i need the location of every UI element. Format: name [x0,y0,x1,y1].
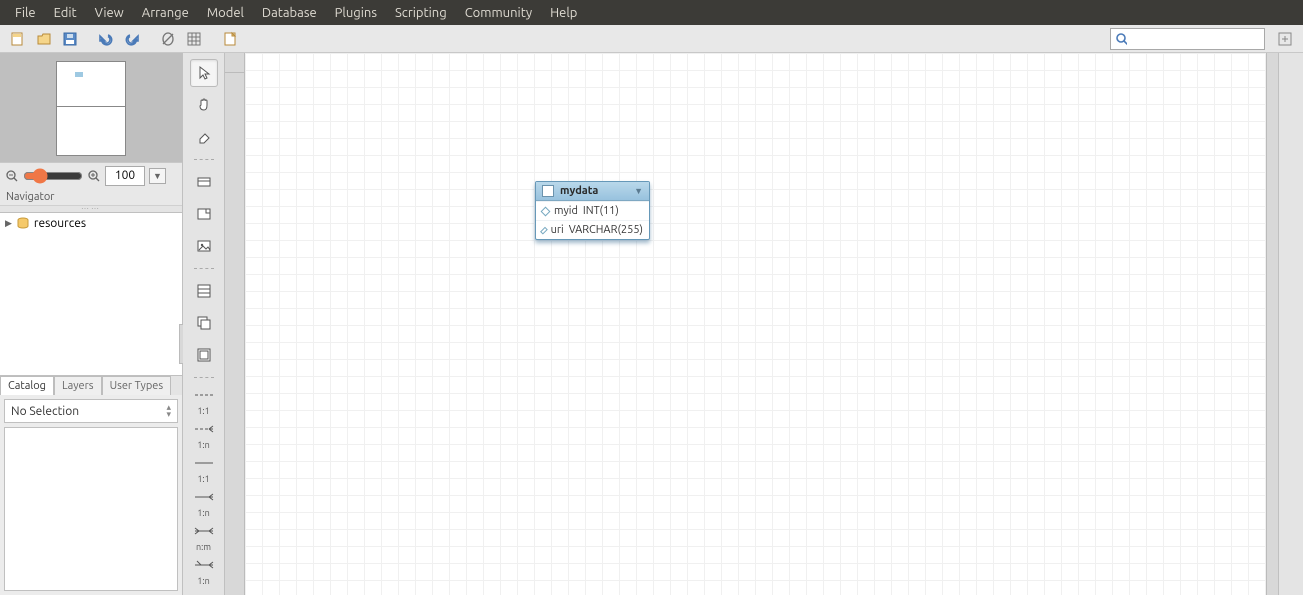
grid-button[interactable] [182,28,206,50]
catalog-tree: ▶ resources [0,212,182,375]
table-tool[interactable] [190,277,218,305]
zoom-in-icon[interactable] [87,169,101,183]
sidebar-tabs: Catalog Layers User Types [0,375,182,395]
menu-model[interactable]: Model [198,0,253,25]
rel-label-1-n-c: 1:n [183,576,224,586]
search-options-button[interactable] [1273,28,1297,50]
rel-1-1-id[interactable] [190,454,218,472]
column-type: INT(11) [583,205,619,217]
hand-tool[interactable] [190,91,218,119]
navigator-pane [0,53,182,162]
column-name: uri [551,224,564,236]
menu-scripting[interactable]: Scripting [386,0,456,25]
validate-button[interactable] [156,28,180,50]
tool-palette: 1:1 1:n 1:1 1:n n:m 1:n [183,53,225,595]
search-input[interactable] [1131,32,1260,45]
catalog-item-resources[interactable]: ▶ resources [0,213,182,233]
canvas-gutter [225,53,245,595]
properties-pane [4,427,178,591]
rel-label-1-n-b: 1:n [183,508,224,518]
rel-1-1-nonid[interactable] [190,386,218,404]
menu-edit[interactable]: Edit [45,0,86,25]
palette-handle[interactable] [179,324,183,364]
zoom-dropdown-icon[interactable]: ▼ [149,168,166,184]
tab-catalog[interactable]: Catalog [0,376,54,395]
rel-n-m[interactable] [190,522,218,540]
table-icon [542,185,554,197]
entity-name: mydata [560,185,598,197]
canvas-area: mydata ▼ myid INT(11) uri VARCHAR(255) [225,53,1278,595]
column-marker-icon [541,206,551,216]
redo-button[interactable] [120,28,144,50]
rel-label-1-n: 1:n [183,440,224,450]
new-document-button[interactable] [218,28,242,50]
collapse-icon[interactable]: ▼ [634,186,643,196]
search-icon [1115,32,1127,46]
save-button[interactable] [58,28,82,50]
table-entity-mydata[interactable]: mydata ▼ myid INT(11) uri VARCHAR(255) [535,181,650,240]
open-file-button[interactable] [32,28,56,50]
rel-1-n-pick[interactable] [190,556,218,574]
rel-1-n-nonid[interactable] [190,420,218,438]
zoom-controls: 100 ▼ [0,162,182,189]
expand-icon[interactable]: ▶ [5,218,12,229]
eraser-tool[interactable] [190,123,218,151]
vertical-scrollbar[interactable] [1266,53,1278,595]
diagram-canvas[interactable]: mydata ▼ myid INT(11) uri VARCHAR(255) [245,53,1266,595]
layer-tool[interactable] [190,168,218,196]
rel-label-n-m: n:m [183,542,224,552]
note-tool[interactable] [190,200,218,228]
entity-column[interactable]: myid INT(11) [536,201,649,220]
menu-help[interactable]: Help [541,0,586,25]
right-sidebar-collapsed[interactable] [1278,53,1303,595]
rel-label-1-1: 1:1 [183,406,224,416]
main-area: 100 ▼ Navigator ⋯⋯ ▶ resources Catalog L… [0,53,1303,595]
new-file-button[interactable] [6,28,30,50]
column-type: VARCHAR(255) [569,224,643,236]
zoom-out-icon[interactable] [5,169,19,183]
menubar: File Edit View Arrange Model Database Pl… [0,0,1303,25]
selection-dropdown[interactable]: No Selection ▴▾ [4,399,178,423]
menu-arrange[interactable]: Arrange [133,0,198,25]
tab-user-types[interactable]: User Types [102,376,172,395]
rel-1-n-id[interactable] [190,488,218,506]
routine-tool[interactable] [190,341,218,369]
stepper-icon[interactable]: ▴▾ [166,404,171,418]
selection-label: No Selection [11,405,79,418]
view-tool[interactable] [190,309,218,337]
navigator-thumbnail[interactable] [56,61,126,156]
entity-column[interactable]: uri VARCHAR(255) [536,220,649,239]
search-box[interactable] [1110,28,1265,50]
left-sidebar: 100 ▼ Navigator ⋯⋯ ▶ resources Catalog L… [0,53,183,595]
menu-view[interactable]: View [86,0,133,25]
toolbar [0,25,1303,53]
zoom-slider[interactable] [23,168,83,184]
column-marker-icon [540,226,547,233]
entity-header[interactable]: mydata ▼ [536,182,649,201]
menu-file[interactable]: File [6,0,45,25]
catalog-item-label: resources [34,217,86,230]
rel-label-1-1-b: 1:1 [183,474,224,484]
image-tool[interactable] [190,232,218,260]
menu-plugins[interactable]: Plugins [326,0,386,25]
menu-community[interactable]: Community [456,0,541,25]
tab-layers[interactable]: Layers [54,376,102,395]
zoom-value[interactable]: 100 [105,166,145,186]
database-icon [16,216,30,230]
menu-database[interactable]: Database [253,0,326,25]
select-tool[interactable] [190,59,218,87]
undo-button[interactable] [94,28,118,50]
column-name: myid [554,205,578,217]
ruler-corner [225,53,245,73]
